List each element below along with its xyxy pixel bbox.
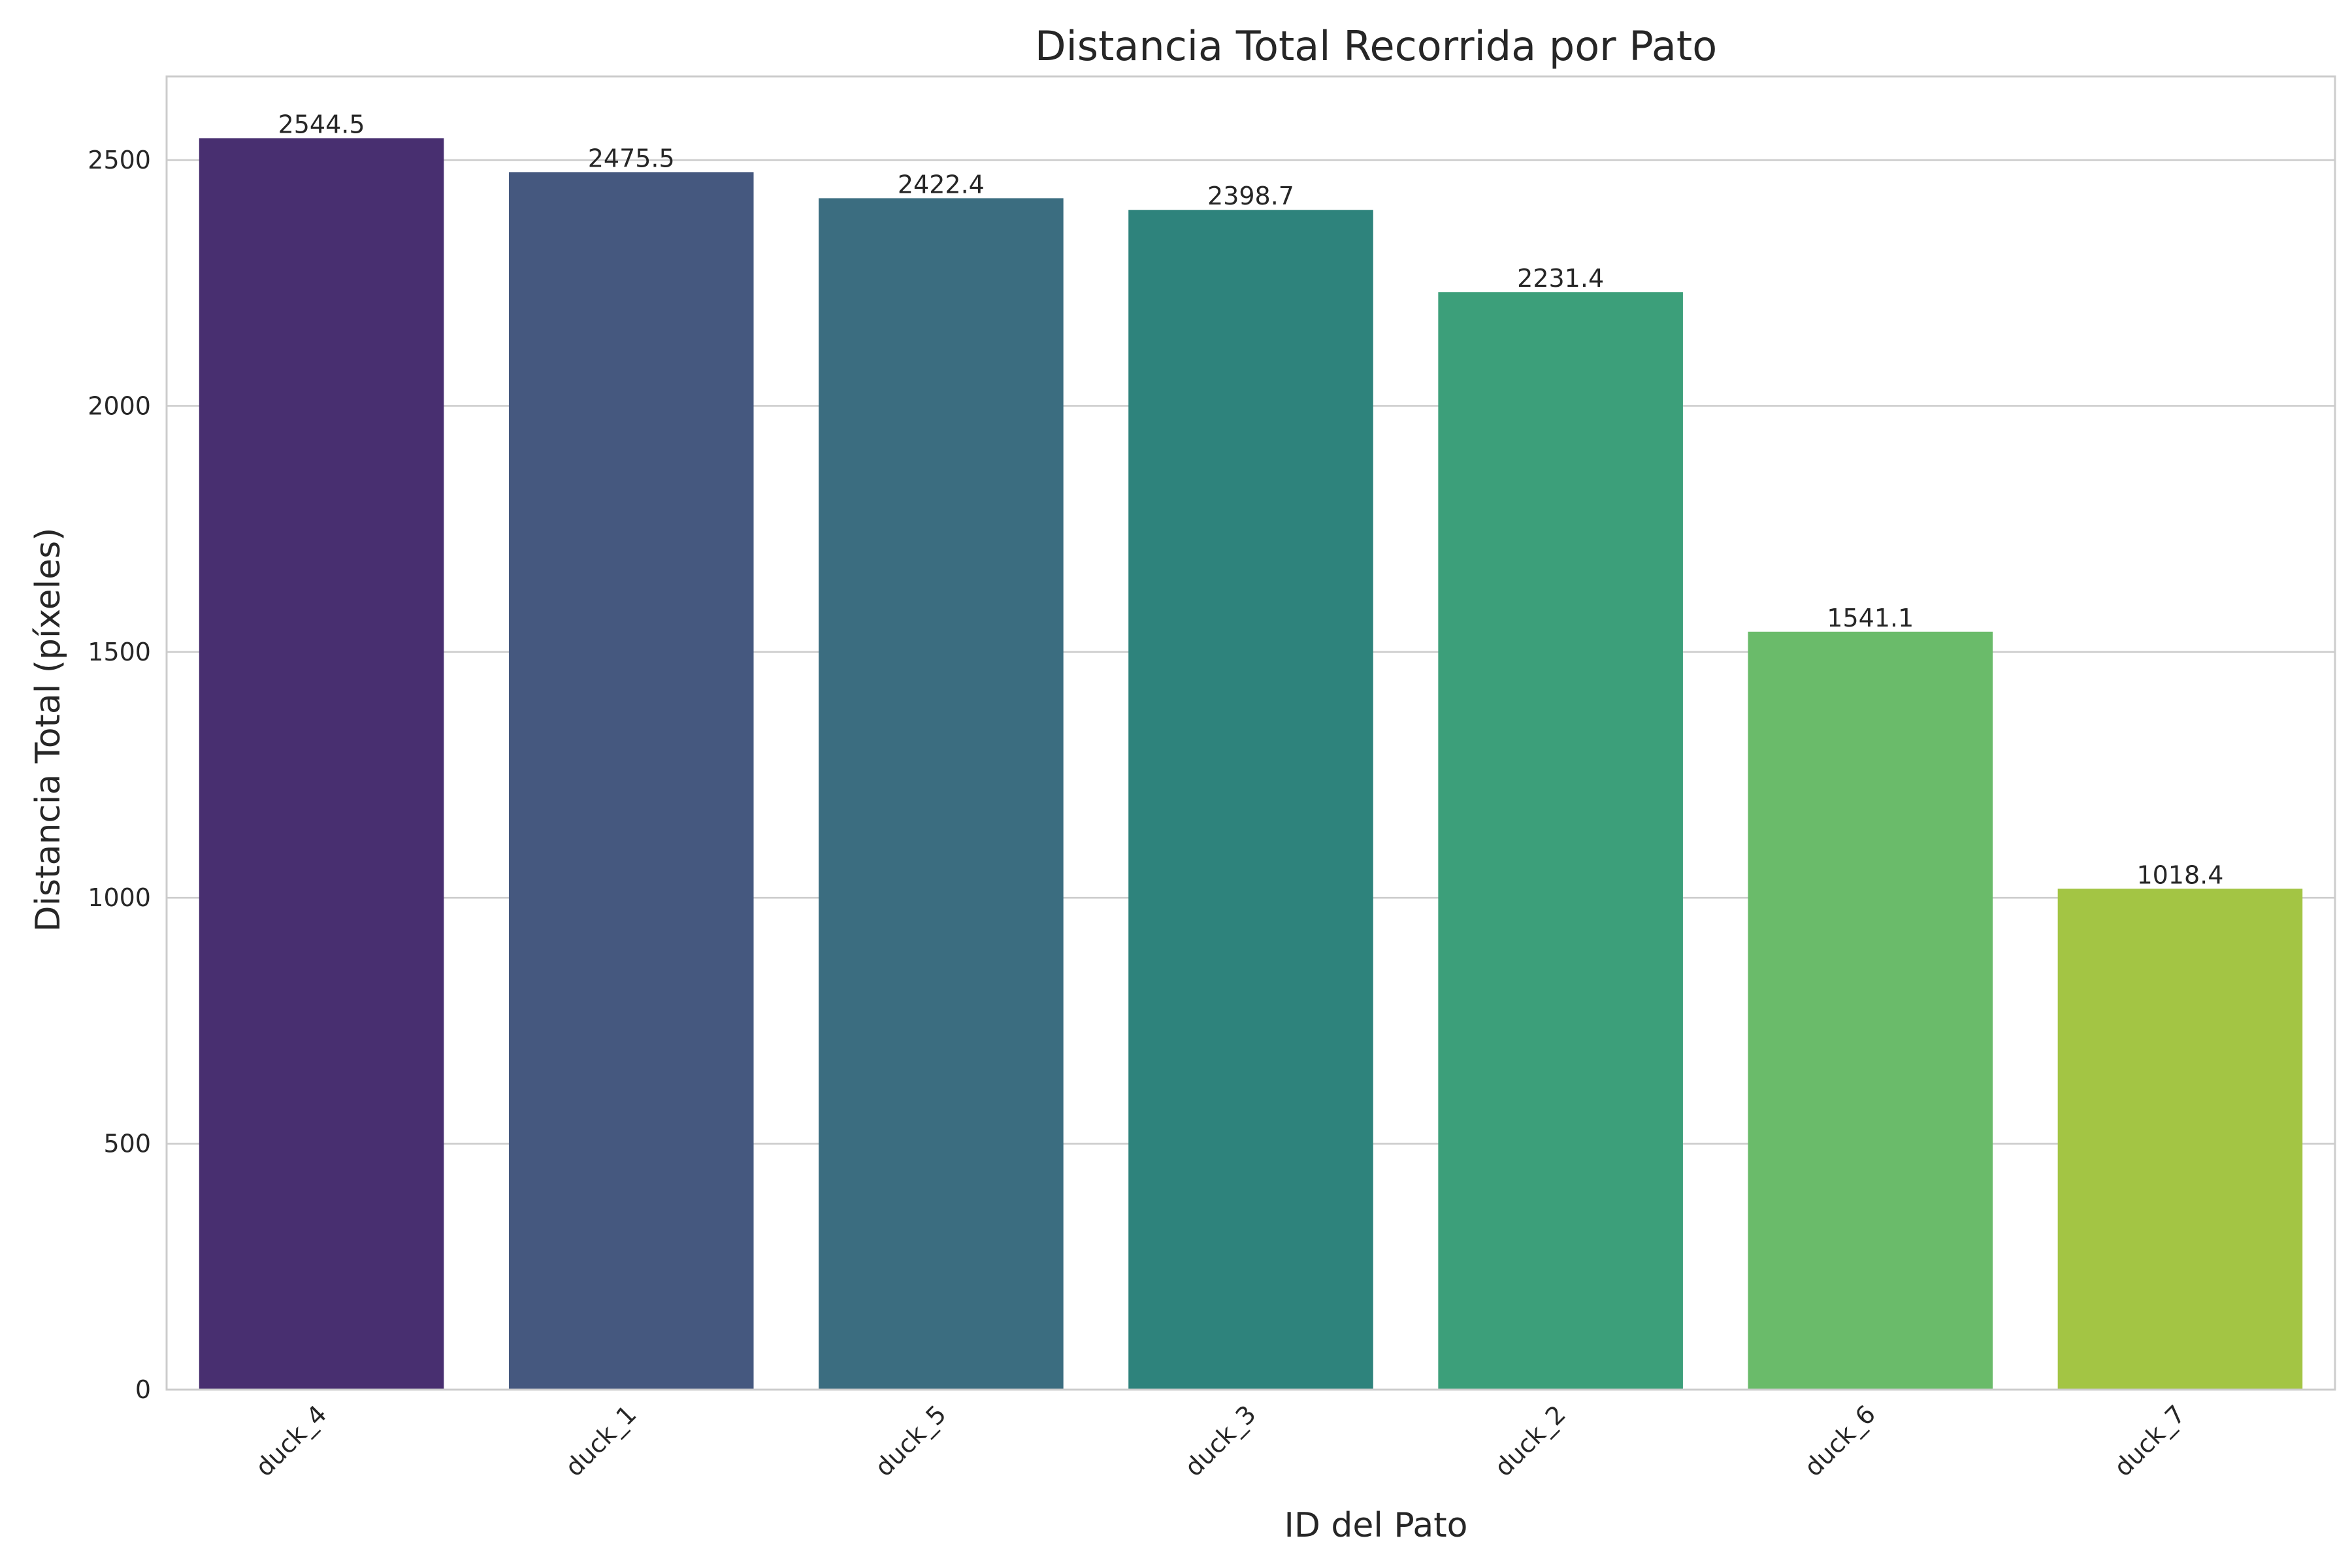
y-tick-label: 2500	[88, 146, 151, 174]
x-tick-label-duck_2: duck_2	[1489, 1399, 1571, 1482]
y-tick-label: 1000	[88, 883, 151, 912]
bar-duck_6	[1748, 631, 1993, 1390]
bar-duck_1	[508, 172, 754, 1390]
y-tick-label: 0	[135, 1375, 151, 1404]
data-label-duck_1: 2475.5	[588, 144, 675, 172]
data-label-duck_5: 2422.4	[898, 170, 985, 199]
x-tick-label-duck_7: duck_7	[2108, 1399, 2191, 1482]
bar-duck_2	[1438, 292, 1683, 1390]
bar-duck_7	[2057, 889, 2303, 1390]
data-label-duck_6: 1541.1	[1827, 604, 1914, 632]
bar-duck_5	[819, 198, 1064, 1390]
x-tick-label-duck_5: duck_5	[870, 1399, 952, 1482]
plot-frame	[165, 75, 2336, 1391]
y-axis-label: Distancia Total (píxeles)	[29, 528, 68, 932]
y-tick-labels: 0 500 1000 1500 2000 2500	[88, 146, 151, 1404]
data-label-duck_2: 2231.4	[1517, 264, 1604, 293]
bar-duck_4	[199, 138, 444, 1390]
bar-duck_3	[1128, 210, 1373, 1390]
y-tick-label: 1500	[88, 638, 151, 666]
x-tick-label-duck_4: duck_4	[250, 1399, 332, 1482]
x-tick-label-duck_6: duck_6	[1799, 1399, 1881, 1482]
y-tick-label: 2000	[88, 391, 151, 420]
x-tick-label-duck_1: duck_1	[560, 1399, 642, 1482]
data-label-duck_4: 2544.5	[278, 110, 365, 139]
chart-title: Distancia Total Recorrida por Pato	[1035, 22, 1717, 70]
bars	[199, 138, 2303, 1390]
y-tick-label: 500	[103, 1130, 151, 1158]
data-labels: 2544.5 2475.5 2422.4 2398.7 2231.4 1541.1 1018…	[278, 110, 2224, 889]
data-label-duck_7: 1018.4	[2136, 860, 2223, 889]
data-label-duck_3: 2398.7	[1207, 182, 1294, 210]
x-tick-label-duck_3: duck_3	[1179, 1399, 1262, 1482]
x-axis-label: ID del Pato	[1284, 1506, 1468, 1545]
x-tick-labels: duck_4 duck_1 duck_5 duck_3 duck_2 duck_6 duck…	[250, 1399, 2191, 1482]
